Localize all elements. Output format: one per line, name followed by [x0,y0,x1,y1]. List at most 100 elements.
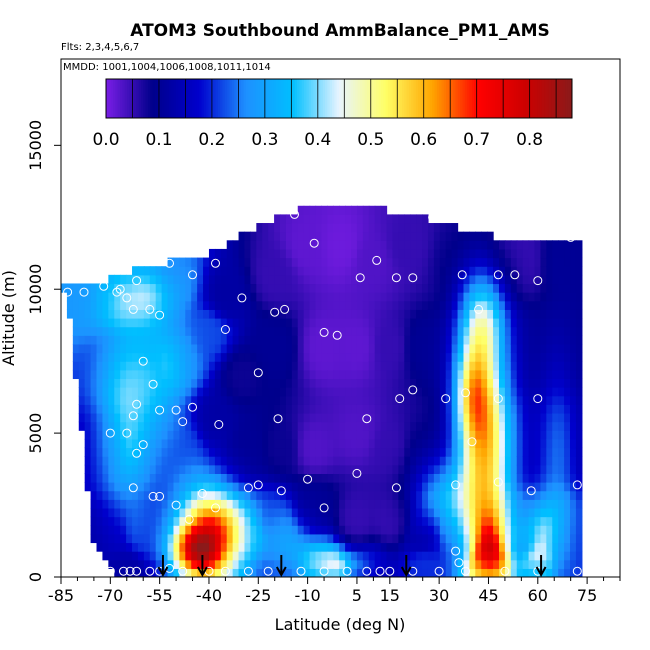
heat-cell [126,300,133,310]
heat-cell [510,274,518,285]
heat-cell [427,274,435,285]
heat-cell [345,283,352,293]
heat-cell [84,464,92,474]
heat-cell [191,499,198,509]
heat-cell [280,438,287,449]
heat-cell [487,283,494,293]
colorbar-ticks: 0.0 0.1 0.2 0.3 0.4 0.5 0.6 0.7 0.8 [92,130,543,150]
heat-cell [368,326,376,336]
heat-cell [179,283,186,293]
heat-cell [498,482,506,492]
heat-cell [297,412,305,423]
heat-cell [132,412,139,423]
heat-cell [457,378,465,388]
heat-cell [451,248,459,259]
heat-cell [132,559,139,569]
heat-cell [558,464,565,474]
heat-cell [433,490,441,500]
heat-cell [422,551,429,561]
heat-cell [149,274,157,285]
heat-cell [120,568,127,577]
heat-cell [362,490,370,500]
heat-cell [427,430,435,440]
heat-cell [327,283,334,293]
heat-cell [374,507,382,518]
heat-cell [498,369,506,380]
heat-cell [463,516,470,526]
heat-cell [120,300,127,310]
heat-cell [445,231,453,241]
heat-cell [404,395,411,405]
heat-cell [161,266,169,276]
heat-cell [333,516,340,526]
sample-point [155,405,165,415]
heat-cell [108,412,115,423]
heat-cell [345,438,352,449]
heat-cell [315,499,323,509]
heat-cell [422,378,429,388]
heat-cell [386,533,394,544]
heat-cell [244,542,251,552]
heat-cell [96,507,104,518]
heat-cell [457,516,465,526]
heat-cell [274,257,281,267]
heat-cell [546,516,553,526]
colorbar-segment [133,79,137,118]
heat-cell [439,430,447,440]
heat-cell [114,404,121,414]
heat-cell [280,214,287,224]
heat-cell [291,412,299,423]
heat-cell [410,473,417,483]
heat-cell [114,387,121,397]
heat-cell [155,559,163,569]
heat-cell [220,430,228,440]
colorbar-segment [215,79,219,118]
heat-cell [321,266,328,276]
heat-cell [445,438,453,449]
heat-cell [351,542,358,552]
heat-cell [457,464,465,474]
heat-cell [558,404,565,414]
heat-cell [481,559,488,569]
heat-cell [220,447,228,457]
heat-cell [416,309,423,319]
heat-cell [114,335,121,345]
heat-cell [108,343,115,354]
heat-cell [191,361,198,371]
heat-cell [327,499,334,509]
heat-cell [280,447,287,457]
heat-cell [345,568,352,577]
heat-cell [386,274,394,285]
heat-cell [173,257,180,267]
heat-cell [522,326,530,336]
heat-cell [362,499,370,509]
heat-cell [504,551,512,561]
heat-cell [345,309,352,319]
heat-cell [552,525,559,535]
heat-cell [132,335,139,345]
heat-cell [362,568,370,577]
heat-cell [262,318,269,328]
heat-cell [374,343,382,354]
heat-cell [493,300,500,310]
heat-cell [161,395,169,405]
heat-cell [510,559,518,569]
heat-cell [96,456,104,466]
heat-cell [427,559,435,569]
heat-cell [351,516,358,526]
heat-cell [102,533,109,544]
heat-cell [262,326,269,336]
sample-point [138,356,148,366]
heat-cell [433,283,441,293]
heat-cell [203,551,210,561]
heat-cell [487,395,494,405]
sample-point [105,428,115,438]
heat-cell [297,387,305,397]
heat-cell [155,378,163,388]
heat-cell [179,378,186,388]
heat-cell [280,507,287,518]
heat-cell [457,369,465,380]
heat-cell [155,533,163,544]
heat-cell [173,326,180,336]
heat-cell [155,326,163,336]
